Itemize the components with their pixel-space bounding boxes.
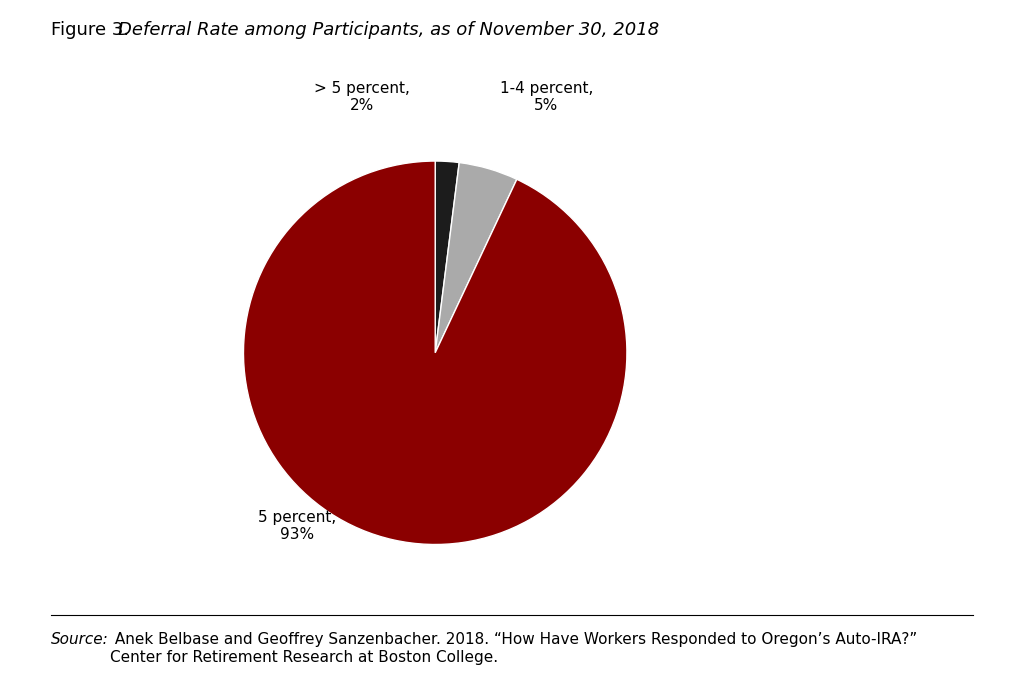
Wedge shape [244,161,627,544]
Wedge shape [435,163,517,353]
Text: Figure 3.: Figure 3. [51,21,135,39]
Text: 1-4 percent,
5%: 1-4 percent, 5% [500,81,593,113]
Text: Anek Belbase and Geoffrey Sanzenbacher. 2018. “How Have Workers Responded to Ore: Anek Belbase and Geoffrey Sanzenbacher. … [110,632,916,665]
Text: Deferral Rate among Participants, as of November 30, 2018: Deferral Rate among Participants, as of … [118,21,659,39]
Wedge shape [435,161,459,353]
Text: Source:: Source: [51,632,109,648]
Text: > 5 percent,
2%: > 5 percent, 2% [314,81,411,113]
Text: 5 percent,
93%: 5 percent, 93% [258,510,336,542]
